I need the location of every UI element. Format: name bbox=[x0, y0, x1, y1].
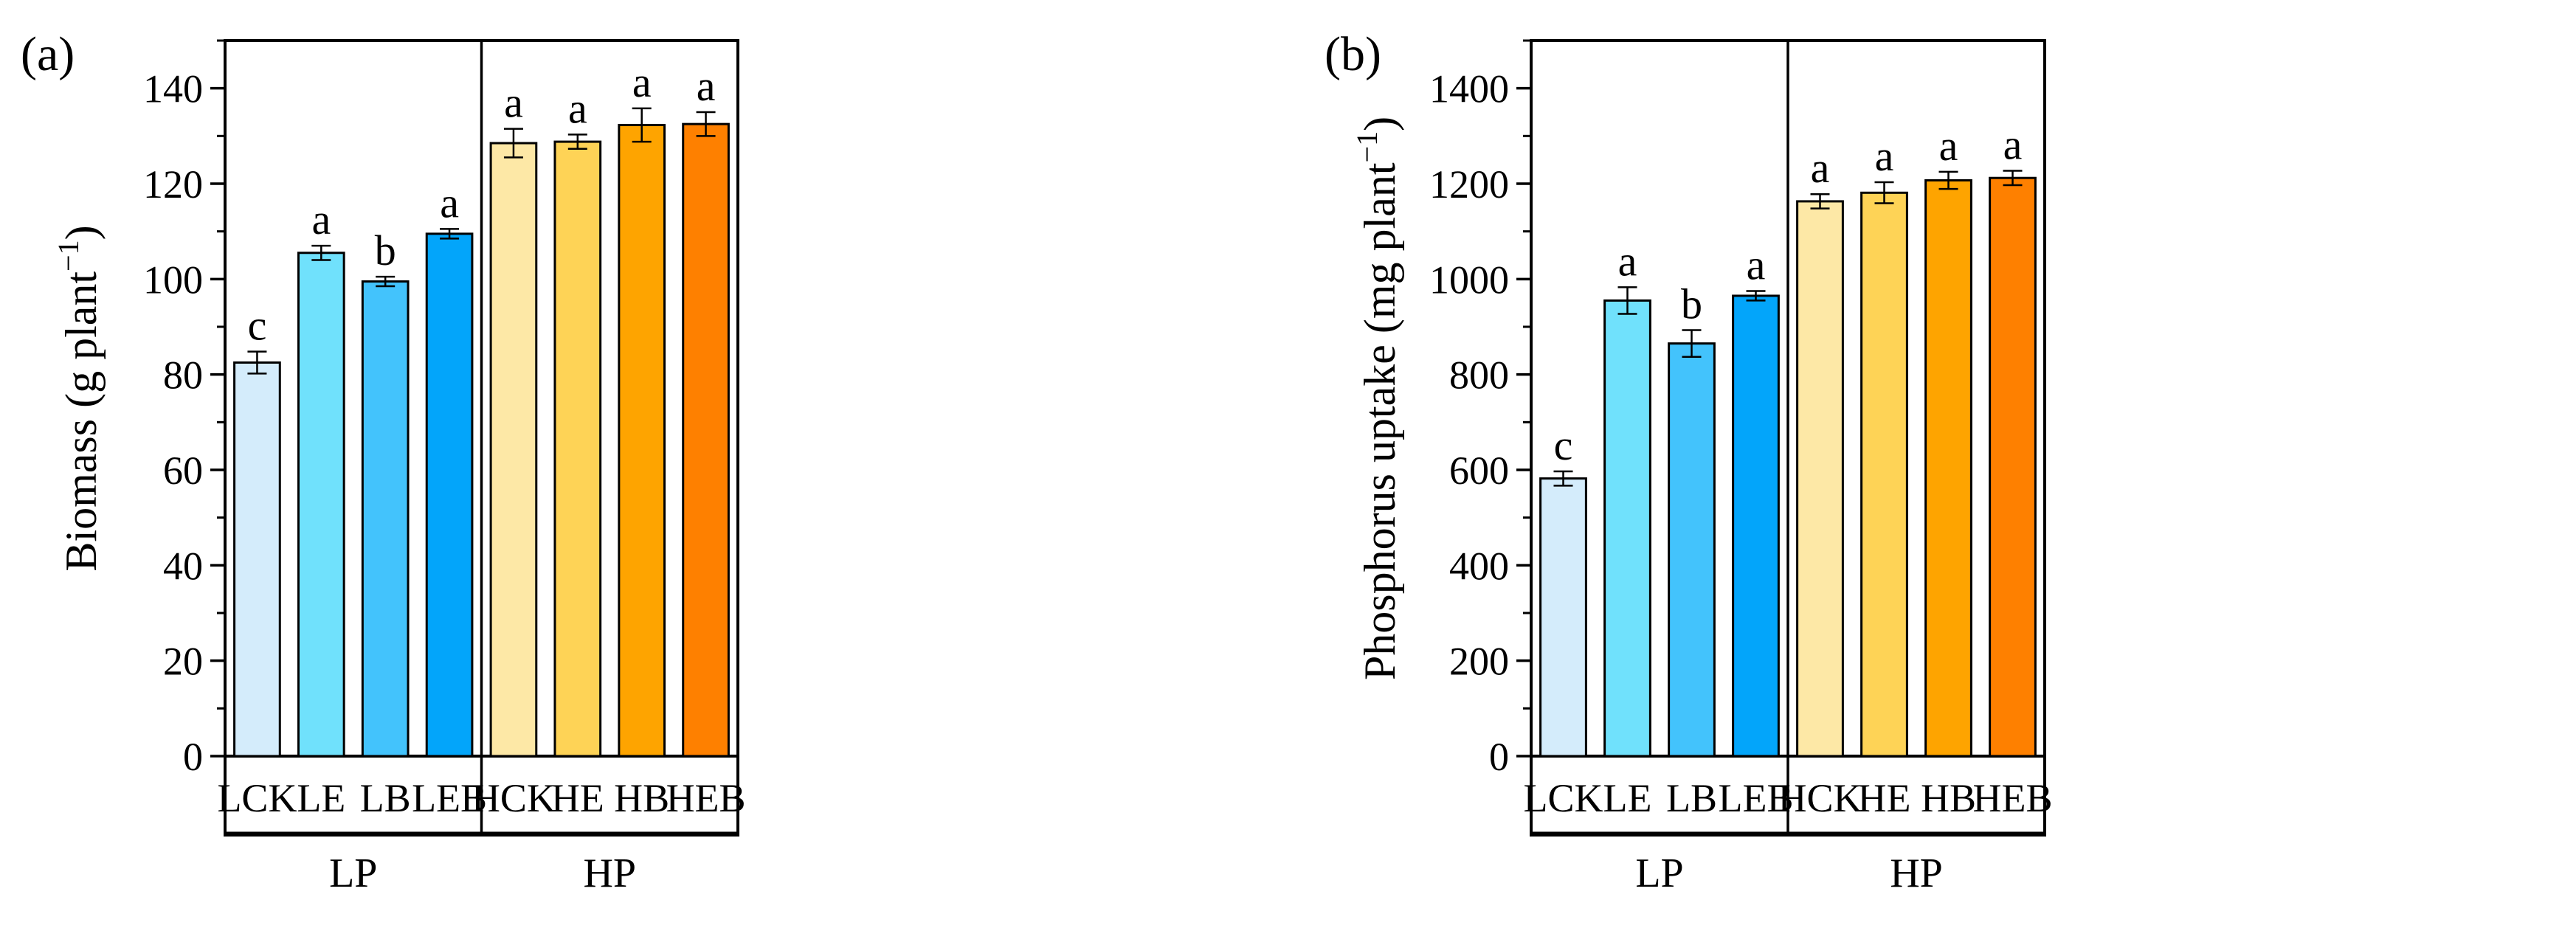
bar-leb bbox=[1732, 294, 1780, 758]
significance-letter-heb: a bbox=[697, 62, 716, 110]
bar-leb bbox=[425, 232, 474, 758]
category-label-lb: LB bbox=[360, 776, 411, 820]
significance-letter-hck: a bbox=[504, 79, 523, 127]
bar-he bbox=[1860, 191, 1908, 758]
bar-hb bbox=[618, 123, 666, 758]
category-label-hb: HB bbox=[614, 776, 669, 820]
y-tick-label: 120 bbox=[143, 162, 203, 207]
y-tick-label: 1200 bbox=[1429, 162, 1509, 207]
significance-letter-lb: b bbox=[375, 226, 396, 274]
y-axis-label-close: ) bbox=[1356, 117, 1404, 131]
significance-letter-he: a bbox=[1875, 132, 1894, 180]
bar-hb bbox=[1924, 179, 1972, 758]
bar-hck bbox=[1796, 200, 1844, 758]
bar-lck bbox=[1539, 477, 1587, 758]
y-axis-label-superscript: −1 bbox=[1350, 131, 1384, 163]
bar-le bbox=[1603, 299, 1651, 758]
group-label-lp: LP bbox=[1635, 851, 1683, 896]
significance-letter-he: a bbox=[568, 84, 587, 132]
significance-letter-leb: a bbox=[440, 179, 459, 226]
bar-lb bbox=[1668, 342, 1716, 758]
bar-lck bbox=[233, 361, 281, 758]
y-tick-label: 600 bbox=[1449, 449, 1509, 493]
y-tick-label: 20 bbox=[163, 640, 203, 684]
category-label-le: LE bbox=[1603, 776, 1652, 820]
significance-letter-lck: c bbox=[1554, 421, 1573, 469]
category-label-lb: LB bbox=[1666, 776, 1717, 820]
y-tick-label: 80 bbox=[163, 353, 203, 398]
y-tick-label: 200 bbox=[1449, 640, 1509, 684]
y-axis-label-superscript: −1 bbox=[52, 240, 85, 271]
y-tick-label: 1400 bbox=[1429, 67, 1509, 111]
category-label-he: HE bbox=[1858, 776, 1911, 820]
bar-lb bbox=[361, 280, 410, 758]
category-label-heb: HEB bbox=[666, 776, 746, 820]
significance-letter-le: a bbox=[311, 195, 331, 243]
category-label-hck: HCK bbox=[472, 776, 556, 820]
bar-le bbox=[297, 252, 345, 758]
y-tick-label: 40 bbox=[163, 544, 203, 588]
category-label-hck: HCK bbox=[1778, 776, 1862, 820]
y-axis-label: Phosphorus uptake (mg plant−1) bbox=[1350, 117, 1404, 680]
category-label-lck: LCK bbox=[1524, 776, 1603, 820]
group-label-lp: LP bbox=[329, 851, 377, 896]
bar-heb bbox=[682, 122, 730, 758]
bar-hck bbox=[489, 142, 538, 758]
significance-letter-hb: a bbox=[1939, 122, 1958, 170]
category-label-le: LE bbox=[297, 776, 345, 820]
significance-letter-heb: a bbox=[2003, 121, 2023, 169]
panel-label-b: (b) bbox=[1325, 27, 1381, 81]
bar-heb bbox=[1989, 176, 2037, 758]
y-axis-label-main: Phosphorus uptake (mg plant bbox=[1356, 162, 1404, 680]
category-label-hb: HB bbox=[1921, 776, 1976, 820]
bar-he bbox=[553, 140, 602, 758]
y-tick-label: 800 bbox=[1449, 353, 1509, 398]
y-tick-label: 140 bbox=[143, 67, 203, 111]
significance-letter-hck: a bbox=[1811, 144, 1830, 192]
group-label-hp: HP bbox=[583, 851, 636, 896]
y-tick-label: 0 bbox=[1489, 735, 1509, 779]
chart-panel-b: LP HP 0 200 400 600 800 1000 1200 1400 c LCK a LE b LB a… bbox=[1325, 27, 2053, 896]
y-axis-label: Biomass (g plant−1) bbox=[52, 225, 106, 571]
group-label-hp: HP bbox=[1890, 851, 1943, 896]
y-axis-label-close: ) bbox=[57, 225, 106, 240]
y-tick-label: 400 bbox=[1449, 544, 1509, 588]
significance-letter-leb: a bbox=[1747, 241, 1766, 289]
significance-letter-le: a bbox=[1618, 237, 1637, 285]
category-label-leb: LEB bbox=[412, 776, 487, 820]
category-label-lck: LCK bbox=[217, 776, 297, 820]
category-label-he: HE bbox=[551, 776, 604, 820]
category-label-leb: LEB bbox=[1719, 776, 1794, 820]
significance-letter-lb: b bbox=[1681, 280, 1702, 328]
significance-letter-lck: c bbox=[248, 302, 267, 350]
chart-panel-a: LP HP 0 20 40 60 80 100 120 140 c LCK a LE b LB a LEB a HCK… bbox=[21, 27, 746, 896]
y-tick-label: 100 bbox=[143, 257, 203, 302]
category-label-heb: HEB bbox=[1973, 776, 2053, 820]
y-axis-label-main: Biomass (g plant bbox=[57, 271, 106, 572]
significance-letter-hb: a bbox=[632, 58, 652, 106]
y-tick-label: 1000 bbox=[1429, 257, 1509, 302]
y-tick-label: 60 bbox=[163, 449, 203, 493]
y-tick-label: 0 bbox=[183, 735, 203, 779]
panel-label-a: (a) bbox=[21, 27, 75, 81]
